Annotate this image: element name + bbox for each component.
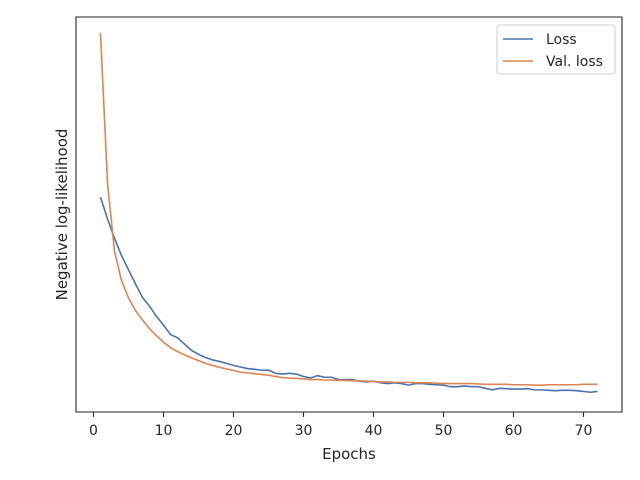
x-axis-ticks: 0 10 20 30 40 50 60 70 bbox=[89, 412, 592, 439]
series-line-loss bbox=[99, 196, 598, 394]
legend-label-val-loss: Val. loss bbox=[546, 54, 603, 70]
x-tick-label: 10 bbox=[155, 423, 173, 439]
x-tick-label: 50 bbox=[435, 423, 453, 439]
series-lines bbox=[99, 32, 598, 394]
series-line-val-loss bbox=[99, 32, 598, 386]
x-tick-label: 30 bbox=[295, 423, 313, 439]
y-axis-label: Negative log-likelihood bbox=[53, 129, 71, 301]
legend-label-loss: Loss bbox=[546, 32, 577, 48]
x-tick-label: 0 bbox=[89, 423, 98, 439]
axes-frame bbox=[75, 16, 623, 413]
x-tick-label: 70 bbox=[575, 423, 593, 439]
x-tick-label: 60 bbox=[505, 423, 523, 439]
x-axis-label: Epochs bbox=[322, 445, 376, 463]
x-tick-label: 20 bbox=[225, 423, 243, 439]
legend: Loss Val. loss bbox=[496, 24, 616, 75]
x-tick-label: 40 bbox=[365, 423, 383, 439]
